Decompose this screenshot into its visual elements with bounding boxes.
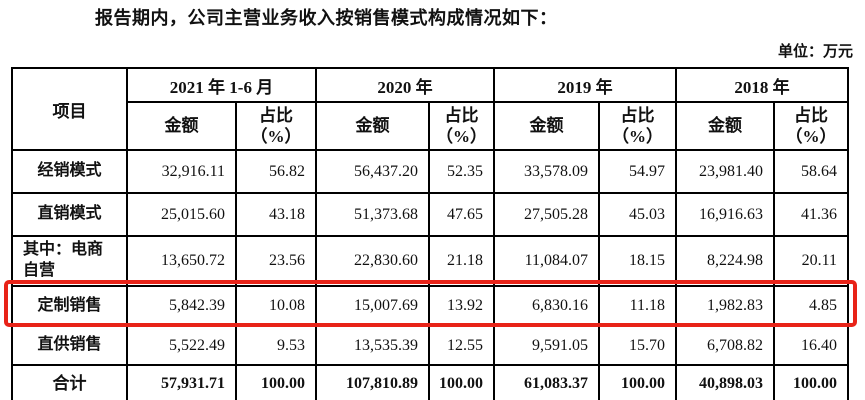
amount-cell: 27,505.28 xyxy=(493,192,601,237)
table-body: 经销模式 32,916.11 56.82 56,437.20 52.35 33,578.0… xyxy=(11,149,850,400)
column-header-2021h1: 2021 年 1-6 月 xyxy=(125,67,318,103)
ratio-cell: 52.35 xyxy=(428,149,496,194)
item-cell: 定制销售 xyxy=(11,285,128,327)
column-header-ratio: 占比 （%） xyxy=(598,101,678,151)
ratio-unit: （%） xyxy=(785,127,837,146)
amount-cell: 56,437.20 xyxy=(315,149,431,194)
amount-cell: 33,578.09 xyxy=(493,149,601,194)
column-header-2020: 2020 年 xyxy=(315,67,496,103)
amount-cell: 6,708.82 xyxy=(675,325,776,366)
amount-cell: 15,007.69 xyxy=(315,285,431,327)
header-row-years: 项目 2021 年 1-6 月 2020 年 2019 年 2018 年 xyxy=(11,67,850,151)
column-header-ratio: 占比 （%） xyxy=(773,101,850,151)
table-row: 直供销售 5,522.49 9.53 13,535.39 12.55 9,591.05 15… xyxy=(11,325,850,366)
ratio-cell: 100.00 xyxy=(234,364,318,400)
amount-cell: 22,830.60 xyxy=(315,235,431,287)
amount-cell: 23,981.40 xyxy=(675,149,776,194)
ratio-cell: 54.97 xyxy=(598,149,678,194)
ratio-cell: 18.15 xyxy=(598,235,678,287)
ratio-cell: 56.82 xyxy=(234,149,318,194)
ratio-cell: 20.11 xyxy=(773,235,850,287)
column-header-item: 项目 xyxy=(11,67,128,151)
table-row: 其中：电商 自营 13,650.72 23.56 22,830.60 21.18 11,0… xyxy=(11,235,850,287)
column-header-amount: 金额 xyxy=(675,101,776,151)
ratio-cell: 45.03 xyxy=(598,192,678,237)
ratio-cell: 13.92 xyxy=(428,285,496,327)
item-cell: 经销模式 xyxy=(11,149,128,194)
ratio-cell: 4.85 xyxy=(773,285,850,327)
ratio-label: 占比 xyxy=(444,105,479,125)
column-header-amount: 金额 xyxy=(315,101,431,151)
ratio-cell: 43.18 xyxy=(234,192,318,237)
amount-cell: 1,982.83 xyxy=(675,285,776,327)
ratio-cell: 100.00 xyxy=(598,364,678,400)
ratio-cell: 12.55 xyxy=(428,325,496,366)
amount-cell: 51,373.68 xyxy=(315,192,431,237)
amount-cell: 25,015.60 xyxy=(126,192,237,237)
revenue-by-sales-model-table: 项目 2021 年 1-6 月 2020 年 2019 年 2018 年 金额 … xyxy=(11,67,850,400)
ratio-cell: 21.18 xyxy=(428,235,496,287)
ratio-cell: 9.53 xyxy=(234,325,318,366)
ratio-unit: （%） xyxy=(612,127,664,146)
column-header-2018: 2018 年 xyxy=(675,67,850,103)
ratio-cell: 58.64 xyxy=(773,149,850,194)
unit-label: 单位：万元 xyxy=(777,44,853,60)
column-header-amount: 金额 xyxy=(126,101,237,151)
amount-cell: 11,084.07 xyxy=(493,235,601,287)
amount-cell: 13,535.39 xyxy=(315,325,431,366)
amount-cell: 107,810.89 xyxy=(315,364,431,400)
ratio-cell: 10.08 xyxy=(234,285,318,327)
column-header-ratio: 占比 （%） xyxy=(428,101,496,151)
ratio-cell: 23.56 xyxy=(234,235,318,287)
amount-cell: 32,916.11 xyxy=(126,149,237,194)
ratio-cell: 15.70 xyxy=(598,325,678,366)
ratio-cell: 16.40 xyxy=(773,325,850,366)
column-header-2019: 2019 年 xyxy=(493,67,678,103)
table-header: 项目 2021 年 1-6 月 2020 年 2019 年 2018 年 金额 … xyxy=(11,67,850,151)
ratio-cell: 41.36 xyxy=(773,192,850,237)
table-row: 直销模式 25,015.60 43.18 51,373.68 47.65 27,505.2… xyxy=(11,192,850,237)
amount-cell: 61,083.37 xyxy=(493,364,601,400)
item-cell: 直销模式 xyxy=(11,192,128,237)
header-row-measures: 金额 占比 （%） 金额 占比 （%） 金额 占比 （%） 金额 占比 （%） xyxy=(12,101,850,151)
amount-cell: 13,650.72 xyxy=(126,235,237,287)
item-cell: 其中：电商 自营 xyxy=(11,235,128,287)
ratio-cell: 47.65 xyxy=(428,192,496,237)
ratio-label: 占比 xyxy=(794,105,829,125)
amount-cell: 9,591.05 xyxy=(493,325,601,366)
ratio-cell: 100.00 xyxy=(428,364,496,400)
amount-cell: 40,898.03 xyxy=(675,364,776,400)
table-row: 经销模式 32,916.11 56.82 56,437.20 52.35 33,578.0… xyxy=(11,149,850,194)
amount-cell: 57,931.71 xyxy=(126,364,237,400)
ratio-label: 占比 xyxy=(259,105,293,125)
item-cell: 直供销售 xyxy=(11,325,128,366)
ratio-cell: 100.00 xyxy=(773,364,850,400)
intro-text: 报告期内，公司主营业务收入按销售模式构成情况如下： xyxy=(95,8,558,28)
ratio-unit: （%） xyxy=(436,127,488,146)
table-row: 定制销售 5,842.39 10.08 15,007.69 13.92 6,830.16 1… xyxy=(11,285,850,327)
amount-cell: 5,842.39 xyxy=(126,285,237,327)
amount-cell: 5,522.49 xyxy=(126,325,237,366)
column-header-ratio: 占比 （%） xyxy=(234,101,318,151)
amount-cell: 8,224.98 xyxy=(675,235,776,287)
table-row: 合计 57,931.71 100.00 107,810.89 100.00 61,083.… xyxy=(11,364,850,400)
item-cell: 合计 xyxy=(11,364,128,400)
amount-cell: 16,916.63 xyxy=(675,192,776,237)
ratio-label: 占比 xyxy=(620,105,655,125)
column-header-amount: 金额 xyxy=(493,101,601,151)
ratio-cell: 11.18 xyxy=(598,285,678,327)
amount-cell: 6,830.16 xyxy=(493,285,601,327)
ratio-unit: （%） xyxy=(250,127,302,146)
